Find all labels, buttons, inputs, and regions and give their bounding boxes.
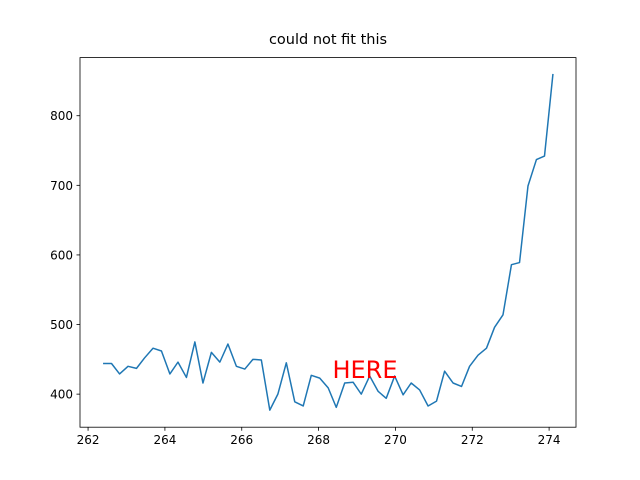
x-tick-label: 266 — [230, 433, 253, 447]
chart-title: could not fit this — [269, 32, 387, 48]
x-tick-label: 270 — [384, 433, 407, 447]
x-tick-label: 264 — [153, 433, 176, 447]
annotation: HERE — [332, 356, 397, 384]
line-series — [103, 73, 554, 411]
x-tick-label: 274 — [538, 433, 561, 447]
y-tick-label: 800 — [50, 109, 73, 123]
y-tick-label: 400 — [50, 388, 73, 402]
y-tick-label: 700 — [50, 179, 73, 193]
x-tick-label: 272 — [461, 433, 484, 447]
y-tick-label: 500 — [50, 318, 73, 332]
y-tick-label: 600 — [50, 248, 73, 262]
x-tick-label: 268 — [307, 433, 330, 447]
x-tick-label: 262 — [77, 433, 100, 447]
axes-frame — [79, 57, 577, 428]
